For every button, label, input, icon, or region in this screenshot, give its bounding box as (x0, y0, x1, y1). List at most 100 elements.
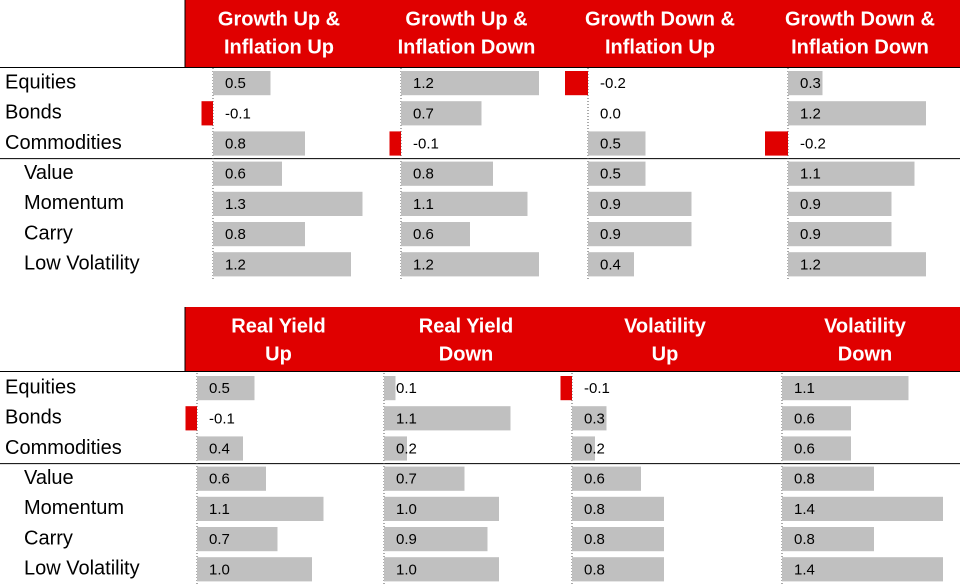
data-bar (384, 527, 488, 552)
data-bar (588, 191, 692, 216)
data-bar (401, 161, 493, 186)
data-bar (213, 71, 271, 96)
data-bar (572, 466, 641, 491)
cell-value: 0.5 (225, 75, 246, 92)
data-bar (765, 131, 788, 156)
column-header: Inflation Up (605, 36, 715, 58)
column-header: Growth Down & (585, 8, 735, 30)
row-label: Low Volatility (24, 558, 140, 580)
cell-value: 0.4 (600, 256, 621, 273)
data-bar (788, 161, 915, 186)
row-label: Carry (24, 527, 73, 549)
cell-value: 0.8 (225, 135, 246, 152)
cell-value: 1.3 (225, 196, 246, 213)
cell-value: 0.2 (396, 440, 417, 457)
data-bar (197, 527, 278, 552)
column-header: Growth Up & (218, 8, 340, 30)
cell-value: 0.6 (413, 226, 434, 243)
cell-value: 0.8 (584, 501, 605, 518)
cell-value: 0.6 (584, 471, 605, 488)
cell-value: 0.5 (209, 380, 230, 397)
cell-value: -0.1 (584, 380, 610, 397)
column-header: Down (439, 343, 493, 365)
data-bar (572, 436, 595, 461)
data-bar (401, 252, 539, 277)
cell-value: -0.1 (209, 410, 235, 427)
cell-value: -0.1 (225, 105, 251, 122)
cell-value: 0.2 (584, 440, 605, 457)
data-bar (213, 191, 363, 216)
cell-value: 0.3 (584, 410, 605, 427)
data-bar (384, 557, 499, 582)
row-label: Carry (24, 222, 73, 244)
cell-value: 0.4 (209, 440, 230, 457)
column-header: Inflation Down (791, 36, 929, 58)
cell-value: 0.0 (600, 105, 621, 122)
data-bar (782, 406, 851, 431)
data-bar (197, 466, 266, 491)
data-bar (201, 101, 213, 126)
cell-value: 0.5 (600, 135, 621, 152)
data-bar (588, 131, 646, 156)
cell-value: 0.8 (584, 561, 605, 578)
cell-value: 0.7 (413, 105, 434, 122)
column-header: Inflation Up (224, 36, 334, 58)
cell-value: 0.3 (800, 75, 821, 92)
cell-value: 0.9 (396, 531, 417, 548)
data-bar (384, 466, 465, 491)
cell-value: 1.0 (396, 501, 417, 518)
cell-value: 0.5 (600, 166, 621, 183)
data-bar (401, 71, 539, 96)
column-header: Real Yield (231, 315, 326, 337)
data-bar (213, 252, 351, 277)
data-bar (213, 222, 305, 247)
data-bar (572, 496, 664, 521)
cell-value: 0.6 (794, 410, 815, 427)
column-header: Real Yield (419, 315, 514, 337)
row-label: Commodities (5, 132, 122, 154)
data-bar (213, 131, 305, 156)
cell-value: 0.9 (600, 226, 621, 243)
data-bar (588, 161, 646, 186)
row-label: Value (24, 467, 74, 489)
data-bar (384, 436, 407, 461)
cell-value: 1.0 (209, 561, 230, 578)
data-bar (788, 101, 926, 126)
cell-value: 0.1 (396, 380, 417, 397)
header-band (185, 0, 960, 67)
cell-value: 0.8 (225, 226, 246, 243)
row-label: Equities (5, 376, 76, 398)
cell-value: 1.1 (396, 410, 417, 427)
data-bar (389, 131, 401, 156)
row-label: Momentum (24, 497, 124, 519)
data-bar (185, 406, 197, 431)
row-label: Commodities (5, 437, 122, 459)
data-bar (197, 376, 255, 401)
cell-value: 1.1 (800, 166, 821, 183)
data-bar (213, 161, 282, 186)
cell-value: 1.0 (396, 561, 417, 578)
data-bar (401, 222, 470, 247)
data-bar (788, 222, 892, 247)
header-band (185, 307, 960, 371)
data-bar (782, 527, 874, 552)
cell-value: 0.6 (209, 471, 230, 488)
cell-value: 0.9 (800, 226, 821, 243)
data-bar (782, 496, 943, 521)
cell-value: 0.7 (396, 471, 417, 488)
cell-value: 0.8 (584, 531, 605, 548)
cell-value: 0.8 (794, 471, 815, 488)
data-bar (197, 496, 324, 521)
cell-value: 1.2 (225, 256, 246, 273)
column-header: Up (652, 343, 679, 365)
data-bar (401, 101, 482, 126)
cell-value: 1.2 (413, 75, 434, 92)
cell-value: 1.1 (209, 501, 230, 518)
row-label: Bonds (5, 407, 62, 429)
data-bar (401, 191, 528, 216)
row-label: Equities (5, 71, 76, 93)
data-bar (788, 252, 926, 277)
cell-value: 0.6 (794, 440, 815, 457)
